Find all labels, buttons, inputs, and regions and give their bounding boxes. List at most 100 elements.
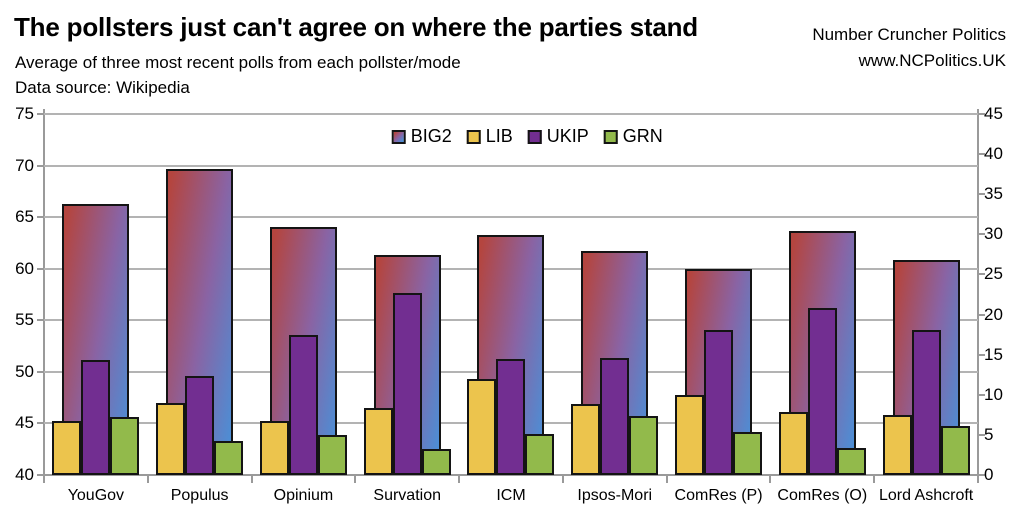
legend-swatch-big2 (391, 129, 406, 144)
left-axis-line (43, 109, 45, 477)
legend-label-big2: BIG2 (410, 126, 452, 146)
gridline (44, 164, 978, 167)
x-axis-line (38, 474, 984, 476)
chart-legend: BIG2 LIB UKIP GRN (391, 126, 663, 147)
left-axis-tick (37, 267, 44, 270)
x-axis-tick (977, 475, 979, 483)
left-axis-tick (37, 370, 44, 373)
bar-lib-populus (156, 402, 186, 475)
x-axis-tick (354, 475, 357, 483)
left-axis-tick (37, 422, 44, 425)
brand-block: Number Cruncher Politics www.NCPolitics.… (812, 22, 1006, 74)
right-axis-tick (978, 153, 985, 156)
bar-lib-survation (363, 408, 393, 475)
bar-lib-opinium (259, 421, 289, 475)
x-axis-tick (561, 475, 564, 483)
category-label-populus: Populus (170, 487, 229, 504)
legend-swatch-grn (603, 129, 618, 144)
x-axis-tick (146, 475, 149, 483)
right-axis-label: 15 (984, 344, 1003, 364)
bar-group-ipsos-mori (563, 114, 667, 475)
legend-label-grn: GRN (622, 126, 663, 146)
legend-item-big2: BIG2 (391, 126, 452, 147)
right-axis-label: 0 (984, 465, 994, 484)
bar-group-comres-p (667, 114, 771, 475)
chart-subtitle: Average of three most recent polls from … (15, 53, 461, 72)
bar-ukip-ipsos-mori (600, 357, 630, 475)
left-axis-label: 75 (15, 104, 34, 123)
left-axis-label: 60 (15, 258, 34, 278)
right-axis-tick (978, 113, 985, 115)
bar-ukip-icm (496, 359, 526, 475)
bar-group-opinium (252, 114, 356, 475)
data-source-note: Data source: Wikipedia (15, 78, 190, 97)
left-axis-label: 70 (15, 155, 34, 175)
right-axis-label: 30 (984, 224, 1003, 244)
legend-swatch-ukip (527, 129, 542, 144)
right-axis-label: 10 (984, 384, 1003, 404)
x-axis-tick (665, 475, 668, 483)
bar-grn-opinium (317, 434, 347, 475)
x-axis-tick (458, 475, 461, 483)
right-axis-tick (978, 233, 985, 236)
bar-grn-lord-ashcroft (940, 426, 970, 475)
legend-item-ukip: UKIP (527, 126, 589, 147)
bar-ukip-lord-ashcroft (911, 329, 941, 475)
left-axis-label: 45 (15, 413, 34, 433)
x-axis-tick (873, 475, 876, 483)
bar-ukip-populus (185, 375, 215, 475)
page-title: The pollsters just can't agree on where … (14, 12, 698, 42)
right-axis-label: 25 (984, 264, 1003, 284)
right-axis-label: 45 (984, 104, 1003, 123)
left-axis-tick (37, 216, 44, 219)
brand-url: www.NCPolitics.UK (858, 51, 1006, 70)
category-label-yougov: YouGov (67, 487, 125, 504)
legend-label-ukip: UKIP (546, 126, 589, 146)
left-axis-label: 55 (15, 310, 34, 330)
right-axis-line (977, 109, 979, 477)
right-axis-tick (978, 393, 985, 396)
bar-ukip-comres-o (807, 308, 837, 475)
left-axis-tick (37, 113, 44, 115)
bar-ukip-comres-p (704, 329, 734, 475)
legend-label-lib: LIB (485, 126, 513, 146)
right-axis-label: 20 (984, 304, 1003, 324)
bar-grn-ipsos-mori (629, 416, 659, 475)
right-axis-tick (978, 273, 985, 276)
right-axis-tick (978, 313, 985, 316)
bar-lib-comres-o (778, 412, 808, 475)
bar-grn-survation (421, 448, 451, 475)
bar-group-populus (148, 114, 252, 475)
x-axis-tick (250, 475, 253, 483)
x-axis-tick (43, 475, 45, 483)
gridline (44, 216, 978, 219)
left-axis-tick (37, 319, 44, 322)
category-label-opinium: Opinium (273, 487, 334, 504)
bar-ukip-opinium (288, 335, 318, 475)
bar-lib-comres-p (675, 394, 705, 475)
bar-ukip-survation (392, 292, 422, 475)
category-label-survation: Survation (373, 487, 441, 504)
left-axis-label: 65 (15, 207, 34, 227)
category-label-comres-o: ComRes (O) (777, 487, 868, 504)
bar-group-survation (355, 114, 459, 475)
left-axis-label: 40 (15, 465, 34, 484)
left-axis-tick (37, 474, 44, 476)
right-axis-label: 5 (984, 424, 994, 444)
right-axis-tick (978, 433, 985, 436)
bar-grn-icm (525, 434, 555, 475)
bar-group-icm (459, 114, 563, 475)
bar-ukip-yougov (81, 360, 111, 475)
bar-lib-icm (467, 378, 497, 475)
bar-grn-comres-p (733, 431, 763, 475)
bar-grn-populus (214, 441, 244, 475)
right-axis-tick (978, 193, 985, 196)
category-label-lord-ashcroft: Lord Ashcroft (878, 487, 974, 504)
brand-name: Number Cruncher Politics (812, 25, 1006, 44)
category-label-icm: ICM (496, 487, 526, 504)
right-axis-label: 40 (984, 144, 1003, 164)
bar-lib-yougov (52, 421, 82, 475)
legend-item-grn: GRN (603, 126, 663, 147)
right-axis-label: 35 (984, 184, 1003, 204)
